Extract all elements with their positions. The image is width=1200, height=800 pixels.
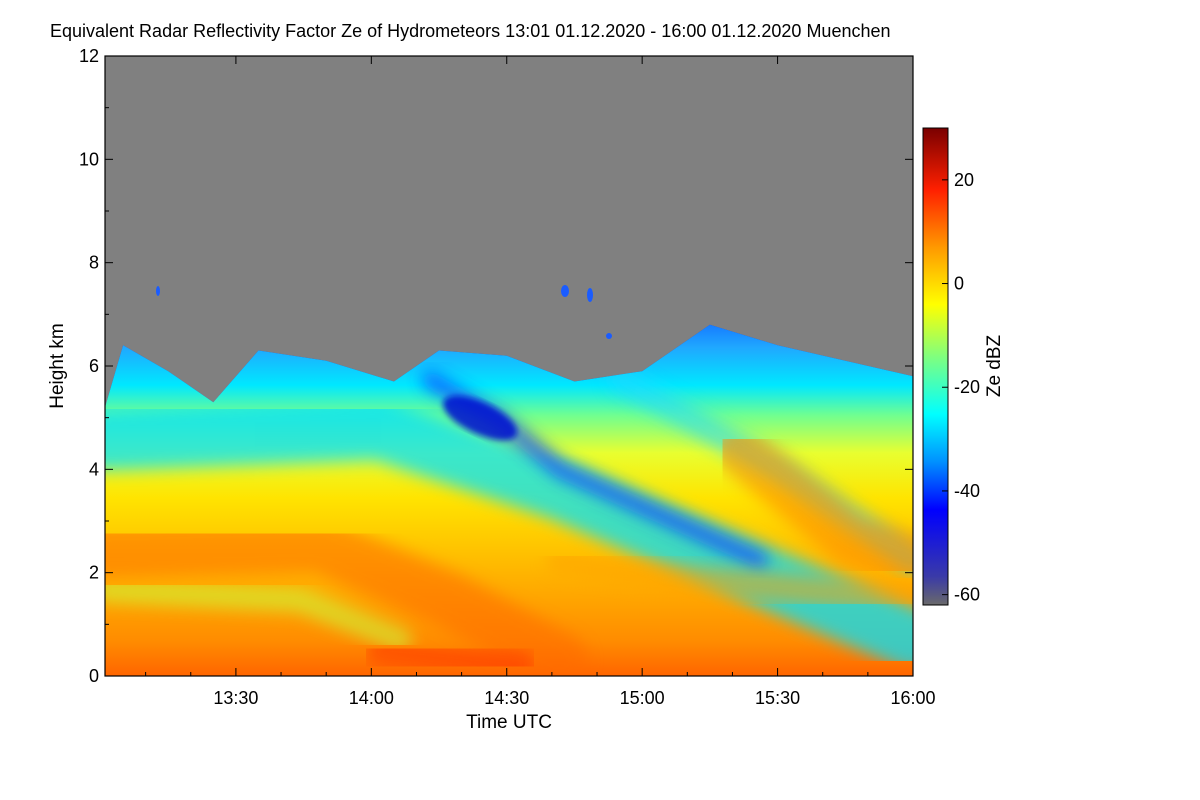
colorbar: 20 0 -20 -40 -60 Ze dBZ [922, 127, 1005, 606]
y-tick-label: 4 [89, 459, 99, 479]
x-tick-label: 15:30 [755, 688, 800, 708]
echo-structure-4 [105, 517, 588, 676]
x-tick-label: 13:30 [213, 688, 258, 708]
plot-area [105, 56, 913, 676]
echo-field [105, 285, 913, 676]
colorbar-tick-label: 20 [954, 170, 974, 190]
isolated-echo-3 [587, 288, 593, 302]
y-axis-label: Height km [47, 323, 68, 409]
weak-echo-patch [443, 395, 517, 441]
colorbar-gradient [922, 127, 949, 606]
y-tick-label: 12 [79, 46, 99, 66]
x-tick-label: 14:00 [349, 688, 394, 708]
echo-structure-5 [546, 546, 913, 614]
isolated-echo-2 [561, 285, 569, 297]
y-tick-label: 2 [89, 563, 99, 583]
chart-title: Equivalent Radar Reflectivity Factor Ze … [50, 21, 891, 41]
y-tick-label: 6 [89, 356, 99, 376]
colorbar-label: Ze dBZ [984, 334, 1005, 397]
y-tick-label: 10 [79, 149, 99, 169]
isolated-echo-4 [606, 333, 612, 339]
colorbar-tick-label: -60 [954, 585, 980, 605]
colorbar-tick-label: 0 [954, 274, 964, 294]
y-tick-label: 8 [89, 253, 99, 273]
x-axis: 13:30 14:00 14:30 15:00 15:30 16:00 [145, 56, 936, 708]
colorbar-tick-label: -40 [954, 481, 980, 501]
echo-structure-6 [715, 425, 913, 585]
isolated-echo-1 [156, 286, 160, 296]
echo-structure-1 [105, 400, 913, 670]
x-tick-label: 14:30 [484, 688, 529, 708]
x-tick-label: 15:00 [620, 688, 665, 708]
echo-structure-7 [105, 578, 412, 652]
echo-structure-8 [365, 635, 535, 676]
y-axis: 0 2 4 6 8 10 12 [79, 46, 913, 686]
y-tick-label: 0 [89, 666, 99, 686]
x-tick-label: 16:00 [890, 688, 935, 708]
colorbar-tick-label: -20 [954, 377, 980, 397]
x-axis-label: Time UTC [466, 712, 552, 733]
